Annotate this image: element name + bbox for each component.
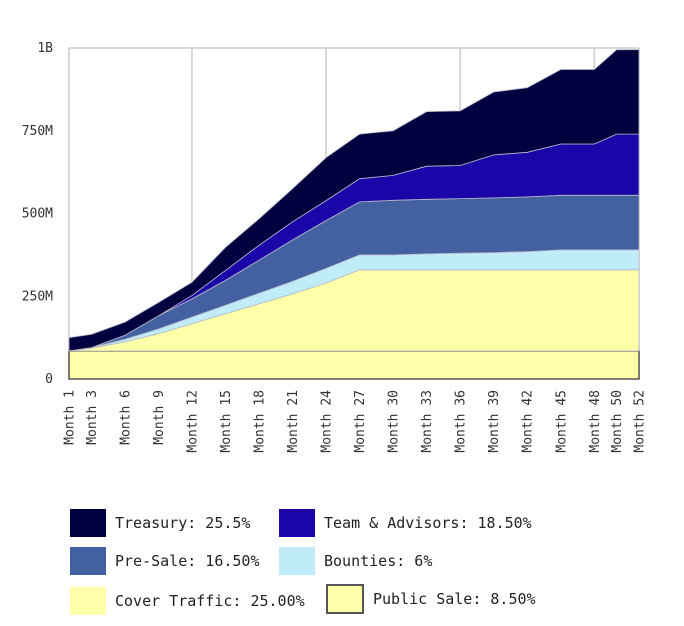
y-tick-label: 750M bbox=[22, 124, 53, 139]
x-tick-label: Month 12 bbox=[185, 390, 200, 453]
x-tick-label: Month 50 bbox=[610, 390, 625, 453]
x-tick-label: Month 24 bbox=[320, 390, 335, 453]
x-tick-label: Month 9 bbox=[152, 390, 167, 445]
y-tick-label: 500M bbox=[22, 207, 53, 222]
x-tick-label: Month 21 bbox=[286, 390, 301, 453]
x-tick-label: Month 1 bbox=[63, 390, 78, 445]
x-tick-label: Month 6 bbox=[118, 390, 133, 445]
x-tick-label: Month 48 bbox=[588, 390, 603, 453]
area-series-treasury bbox=[68, 49, 640, 352]
x-tick-label: Month 52 bbox=[633, 390, 648, 453]
x-tick-label: Month 30 bbox=[387, 390, 402, 453]
x-tick-label: Month 36 bbox=[454, 390, 469, 453]
y-tick-label: 1B bbox=[37, 41, 53, 56]
x-tick-label: Month 42 bbox=[521, 390, 536, 453]
y-tick-label: 0 bbox=[45, 372, 53, 387]
x-tick-label: Month 3 bbox=[85, 390, 100, 445]
axes-layer: 0 250M 500M 750M 1B Month 1 Month 3 Month 6 Mont… bbox=[22, 41, 648, 453]
area-series-public-sale bbox=[68, 350, 640, 380]
x-tick-label: Month 18 bbox=[253, 390, 268, 453]
series-layer bbox=[68, 49, 640, 380]
x-tick-label: Month 39 bbox=[487, 390, 502, 453]
y-tick-label: 250M bbox=[22, 289, 53, 304]
x-tick-label: Month 45 bbox=[554, 390, 569, 453]
x-tick-label: Month 15 bbox=[219, 390, 234, 453]
x-tick-label: Month 33 bbox=[420, 390, 435, 453]
x-tick-label: Month 27 bbox=[353, 390, 368, 453]
